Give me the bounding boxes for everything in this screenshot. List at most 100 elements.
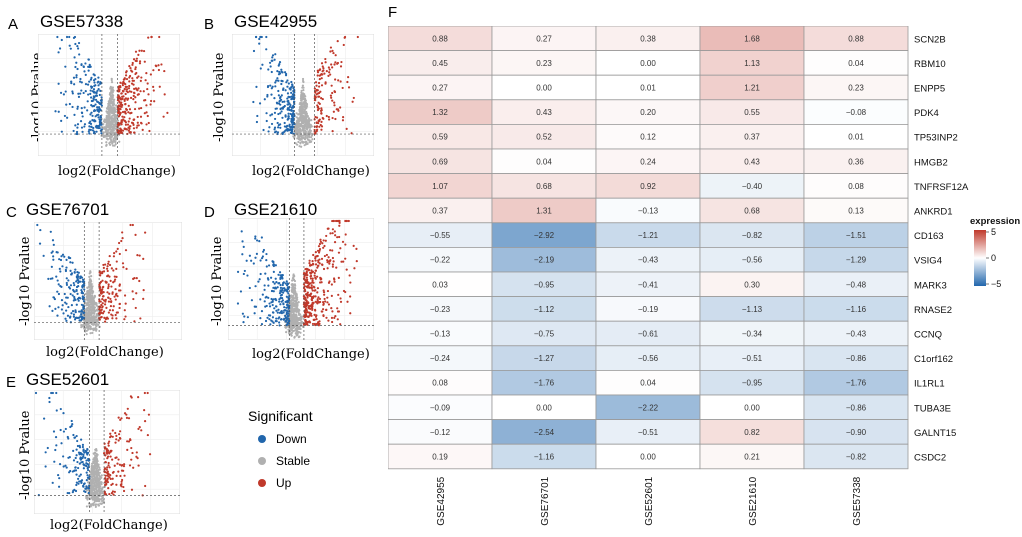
volcano-point-stable [93,493,96,496]
volcano-point-down [283,306,286,309]
volcano-point-down [286,85,289,88]
volcano-point-stable [306,126,309,130]
volcano-point-down [270,113,274,116]
volcano-point-up [112,269,115,272]
volcano-point-up [325,253,328,257]
volcano-point-up [342,43,345,47]
volcano-point-down [281,131,284,135]
volcano-point-up [336,40,339,43]
volcano-point-stable [304,117,307,120]
volcano-point-down [285,283,289,287]
volcano-point-up [107,262,110,265]
volcano-point-up [329,94,333,97]
volcano-point-down [278,63,281,66]
volcano-point-up [107,300,111,303]
volcano-point-down [78,480,81,483]
volcano-point-down [62,465,65,468]
volcano-point-stable [113,107,116,111]
volcano-point-stable [90,465,93,468]
volcano-point-down [273,307,276,310]
volcano-point-stable [300,94,303,97]
volcano-point-down [82,300,86,303]
volcano-point-up [305,285,308,288]
volcano-point-up [130,458,133,461]
volcano-point-down [52,243,55,246]
volcano-point-up [324,61,327,64]
volcano-point-down [275,305,278,308]
volcano-point-down [250,259,253,262]
volcano-point-up [110,300,113,303]
heatmap-cell [388,443,493,470]
volcano-point-up [313,271,316,275]
volcano-point-down [39,228,42,232]
volcano-point-up [111,317,114,320]
volcano-point-stable [110,78,113,82]
volcano-point-up [123,98,126,101]
colorbar [974,230,986,286]
volcano-point-up [114,288,117,291]
volcano-point-up [316,69,319,72]
volcano-point-down [92,126,95,130]
volcano-point-down [283,71,287,74]
volcano-point-down [265,35,268,39]
volcano-point-up [331,116,334,120]
volcano-point-stable [304,136,307,139]
volcano-point-down [74,311,77,314]
volcano-point-up [304,319,307,322]
volcano-point-stable [302,80,305,84]
heatmap-cell-label: −1.16 [534,453,555,462]
volcano-point-up [124,92,127,96]
volcano-point-stable [296,143,299,146]
volcano-point-down [56,35,59,39]
volcano-point-up [315,322,319,326]
volcano-point-down [260,35,263,39]
volcano-point-down [98,106,101,109]
volcano-point-down [259,272,262,276]
volcano-point-down [281,276,284,279]
heatmap-cell-label: 0.27 [536,34,552,43]
volcano-point-down [246,274,249,277]
volcano-point-down [290,95,293,98]
volcano-point-up [135,455,138,458]
volcano-point-down [254,235,257,238]
volcano-point-stable [299,101,302,105]
volcano-point-stable [292,329,295,333]
xlabel-d: log2(FoldChange) [252,347,370,362]
volcano-point-down [76,439,79,443]
volcano-point-down [83,123,87,126]
volcano-point-down [270,289,274,293]
volcano-point-stable [91,482,95,485]
volcano-point-down [76,123,80,126]
volcano-point-up [132,94,135,97]
volcano-point-down [274,81,277,84]
volcano-point-down [276,286,279,289]
volcano-point-up [304,303,307,306]
volcano-point-down [240,230,243,233]
volcano-point-up [119,289,122,292]
heatmap-cell-label: −0.51 [638,428,659,437]
volcano-point-down [87,457,90,461]
panel-letter-d: D [204,204,215,221]
volcano-point-up [311,322,315,326]
volcano-point-stable [95,449,98,452]
volcano-point-up [317,321,320,324]
heatmap-cell-label: −1.76 [534,379,555,388]
volcano-point-up [326,227,329,230]
volcano-point-up [108,309,112,312]
volcano-point-up [314,276,317,279]
volcano-point-stable [301,86,304,89]
volcano-point-stable [294,124,297,128]
volcano-point-up [133,107,137,111]
volcano-point-up [346,80,349,84]
heatmap-cell-label: 0.08 [848,182,864,191]
volcano-point-down [290,98,293,101]
volcano-point-stable [299,315,303,318]
volcano-point-stable [88,327,92,330]
volcano-point-stable [114,117,117,121]
volcano-point-up [326,260,329,264]
volcano-point-up [127,120,130,123]
volcano-point-down [65,277,68,280]
heatmap-cell-label: −0.13 [638,207,659,216]
volcano-point-up [124,74,128,77]
volcano-point-down [74,268,77,271]
